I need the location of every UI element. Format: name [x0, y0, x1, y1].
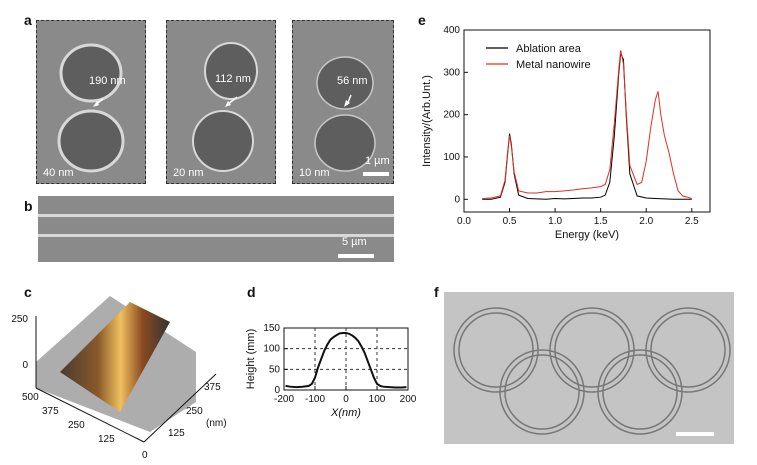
series-line-1 [285, 331, 407, 389]
x-axis-label: Energy (keV) [555, 229, 619, 241]
gap-label: 56 nm [337, 75, 368, 87]
eds-spectrum-chart: 0.0 0.5 1.0 1.5 2.0 2.5 0 100 200 300 400 Energy (k… [421, 25, 711, 241]
series-line-2 [482, 50, 692, 199]
y-tick-label: 0 [454, 194, 460, 205]
y-tick: 125 [168, 428, 185, 439]
plot-frame [463, 29, 711, 213]
x-tick: 0 [142, 450, 148, 461]
height-profile-chart: -200 -100 0 100 200 0 50 100 150 X(nm) Height (mm) [245, 323, 417, 419]
x-axis-label: X(nm) [330, 407, 361, 419]
x-tick-label: 200 [400, 394, 417, 405]
x-tick: 375 [42, 406, 59, 417]
y-tick-label: 400 [443, 25, 460, 36]
series-line-1 [482, 53, 692, 200]
y-tick-label: 0 [274, 385, 280, 396]
thickness-label: 40 nm [43, 167, 74, 179]
sem-image-2: 112 nm 20 nm [166, 20, 276, 184]
thickness-label: 10 nm [299, 167, 330, 179]
x-tick-label: 2.5 [685, 216, 699, 227]
x-tick-label: -100 [305, 394, 325, 405]
panel-label-e: e [418, 12, 426, 28]
y-tick: 250 [186, 406, 203, 417]
gap-label: 112 nm [215, 73, 251, 85]
scale-bar-label: 1 µm [365, 155, 390, 167]
y-tick-label: 50 [269, 364, 281, 375]
unit-label: (nm) [206, 418, 227, 429]
rings-sem-image [444, 292, 734, 444]
y-axis-label: Height (mm) [245, 329, 257, 390]
y-tick: 375 [204, 382, 221, 393]
x-tick-label: 0.0 [457, 216, 471, 227]
z-tick: 0 [22, 360, 28, 371]
y-tick-label: 100 [263, 344, 280, 355]
x-tick-label: -200 [274, 394, 294, 405]
nanowire-sem-image: 5 µm [38, 196, 394, 262]
x-tick: 250 [68, 420, 85, 431]
y-axis-label: Intensity/(Arb.Unt.) [421, 75, 433, 167]
x-tick-label: 2.0 [639, 216, 653, 227]
x-tick-label: 1.5 [594, 216, 608, 227]
y-tick-label: 150 [263, 323, 280, 334]
x-tick-label: 1.0 [548, 216, 562, 227]
x-tick-label: 100 [369, 394, 386, 405]
legend-entry: Metal nanowire [516, 59, 591, 71]
z-tick: 250 [11, 314, 28, 325]
x-tick: 125 [98, 434, 115, 445]
sem-image-1: 190 nm 40 nm [36, 20, 146, 184]
panel-label-a: a [24, 12, 32, 28]
x-tick: 500 [22, 392, 39, 403]
thickness-label: 20 nm [173, 167, 204, 179]
scale-bar-label: 5 µm [342, 236, 367, 248]
y-tick-label: 300 [443, 67, 460, 78]
y-tick-label: 200 [443, 110, 460, 121]
panel-label-d: d [247, 284, 256, 300]
gap-label: 190 nm [89, 75, 126, 87]
x-tick-label: 0 [343, 394, 349, 405]
panel-label-f: f [434, 284, 439, 300]
x-tick-label: 0.5 [503, 216, 517, 227]
afm-3d-plot: 250 0 500 375 250 125 0 125 250 375 (nm) [11, 296, 227, 461]
panel-label-b: b [24, 198, 33, 214]
sem-image-3: 56 nm 1 µm 10 nm [292, 20, 394, 184]
legend-entry: Ablation area [516, 43, 582, 55]
panel-label-c: c [24, 284, 32, 300]
y-tick-label: 100 [443, 152, 460, 163]
